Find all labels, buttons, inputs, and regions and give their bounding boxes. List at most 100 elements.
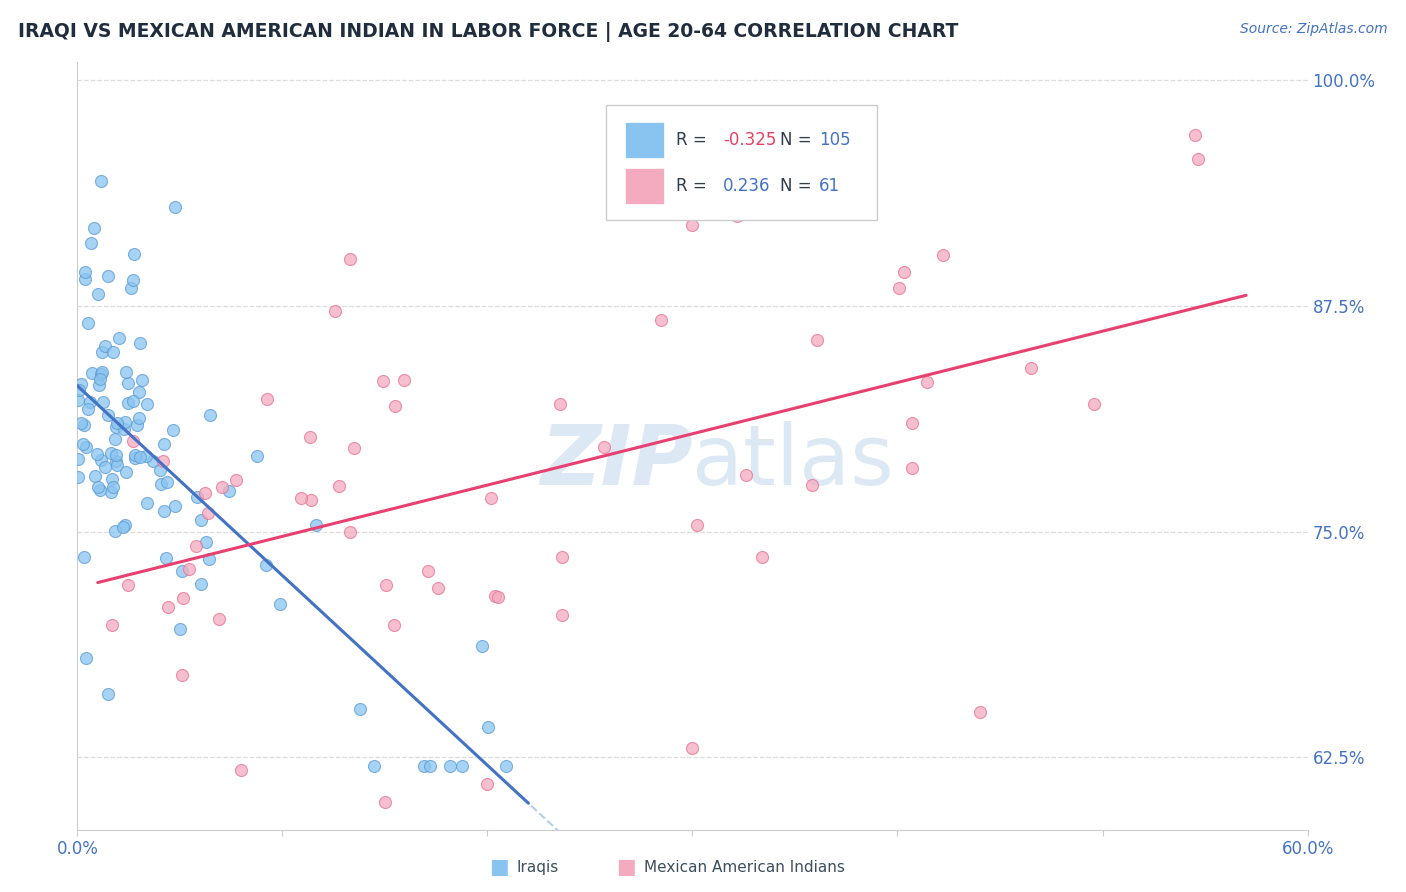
Point [79,395,101,409]
Point [495,759,517,773]
Point [349,702,371,716]
Point [67,383,90,397]
Point [426,581,449,595]
Point [269,597,291,611]
Point [900,460,922,475]
Point [548,397,571,411]
Point [804,182,827,196]
Point [682,741,704,756]
Point [1083,397,1105,411]
Point [67,452,90,467]
Point [87,287,110,301]
Point [124,451,146,466]
Point [155,550,177,565]
Point [932,248,955,262]
Point [806,334,828,348]
Point [105,458,128,473]
Point [382,617,405,632]
Point [120,281,142,295]
Point [384,400,406,414]
Point [800,478,823,492]
Text: Mexican American Indians: Mexican American Indians [644,860,845,874]
Point [94,460,117,475]
Point [128,411,150,425]
Point [339,252,361,267]
Point [650,313,672,327]
Point [149,463,172,477]
Point [208,612,231,626]
Text: ZIP: ZIP [540,421,693,502]
Point [105,420,128,434]
Point [218,483,240,498]
Point [104,524,127,539]
Point [73,265,96,279]
Point [89,483,111,498]
Point [419,759,441,773]
Point [195,534,218,549]
Point [339,525,361,540]
Point [152,454,174,468]
Point [343,441,366,455]
Point [477,777,499,791]
Point [900,417,922,431]
Point [416,564,439,578]
Point [114,415,136,429]
Point [70,416,93,430]
Point [593,440,616,454]
Point [125,417,148,432]
Point [101,472,124,486]
Point [73,550,96,565]
Point [231,764,253,778]
Point [156,475,179,490]
Point [439,759,461,773]
Point [471,639,494,653]
Text: N =: N = [780,177,817,195]
Point [105,448,128,462]
Point [149,477,172,491]
Point [91,365,114,379]
Point [197,507,219,521]
Point [165,200,187,214]
Point [142,454,165,468]
Point [225,473,247,487]
Point [91,395,114,409]
Point [170,564,193,578]
Point [551,549,574,564]
Point [477,720,499,734]
Point [177,562,200,576]
Point [198,408,221,422]
Point [374,796,396,810]
Point [172,591,194,606]
Text: 0.236: 0.236 [723,177,770,195]
Point [97,687,120,701]
Point [101,480,124,494]
Point [83,469,105,483]
Point [105,453,128,467]
Point [682,218,704,232]
Text: 61: 61 [820,177,841,195]
Point [128,385,150,400]
Point [969,705,991,719]
Point [186,539,208,553]
Point [551,607,574,622]
Point [254,558,277,573]
Text: N =: N = [780,131,817,149]
Point [392,373,415,387]
Point [256,392,278,406]
Point [122,247,145,261]
Point [129,336,152,351]
Point [725,209,748,223]
Point [686,518,709,533]
FancyBboxPatch shape [606,104,877,219]
Point [112,422,135,436]
Point [75,651,97,665]
Point [105,416,128,430]
Point [162,423,184,437]
Point [198,552,221,566]
Point [246,450,269,464]
Point [83,220,105,235]
Point [72,437,94,451]
Point [190,576,212,591]
Point [97,408,120,422]
FancyBboxPatch shape [624,121,664,158]
